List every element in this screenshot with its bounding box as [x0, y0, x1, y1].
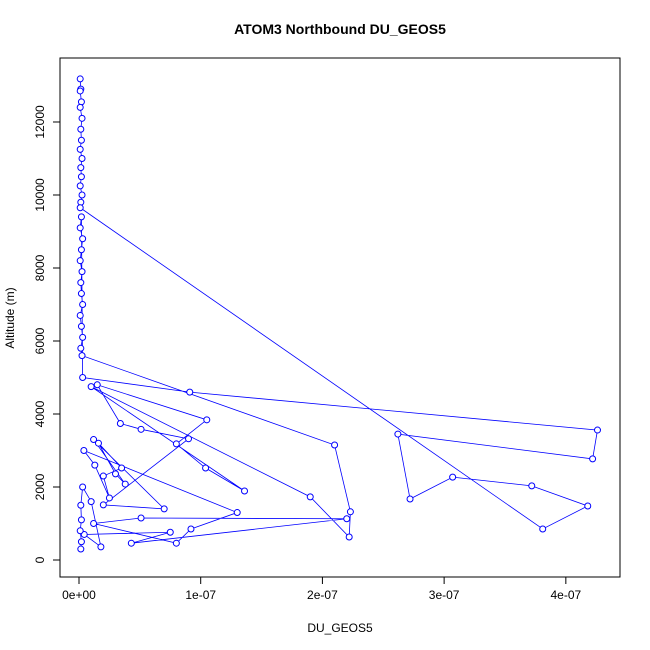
data-point	[77, 344, 85, 352]
data-point	[79, 373, 87, 381]
plot-box	[59, 57, 621, 578]
data-line	[79, 78, 598, 550]
data-point	[79, 300, 87, 308]
data-point	[172, 440, 180, 448]
data-point	[77, 213, 85, 221]
data-point	[77, 516, 85, 524]
data-point	[137, 514, 145, 522]
data-point	[127, 539, 135, 547]
data-point	[91, 461, 99, 469]
data-point	[172, 539, 180, 547]
y-tick-label: 10000	[33, 178, 47, 212]
data-point	[78, 352, 86, 360]
data-point	[77, 136, 85, 144]
data-point	[77, 125, 85, 133]
data-point	[76, 145, 84, 153]
data-point	[94, 439, 102, 447]
data-point	[77, 173, 85, 181]
data-point	[97, 543, 105, 551]
data-point	[105, 494, 113, 502]
data-point	[76, 224, 84, 232]
data-point	[112, 470, 120, 478]
data-point	[233, 509, 241, 517]
data-point	[76, 103, 84, 111]
x-axis-label: DU_GEOS5	[307, 621, 373, 635]
data-point	[116, 419, 124, 427]
data-point	[77, 501, 85, 509]
data-point	[76, 257, 84, 265]
data-point	[77, 279, 85, 287]
data-point	[78, 114, 86, 122]
y-tick-label: 12000	[33, 105, 47, 139]
data-point	[185, 435, 193, 443]
data-point	[118, 464, 126, 472]
data-point	[241, 487, 249, 495]
data-point	[76, 182, 84, 190]
data-point	[202, 464, 210, 472]
data-point	[76, 311, 84, 319]
data-point	[331, 441, 339, 449]
data-point	[187, 525, 195, 533]
data-point	[343, 515, 351, 523]
data-point	[77, 246, 85, 254]
y-axis-label: Altitude (m)	[3, 287, 17, 348]
data-point	[77, 322, 85, 330]
x-tick-label: 0e+00	[62, 588, 96, 602]
data-point	[79, 235, 87, 243]
data-point	[77, 164, 85, 172]
data-point	[79, 483, 87, 491]
data-point	[306, 493, 314, 501]
y-tick-label: 8000	[33, 254, 47, 281]
chart-title: ATOM3 Northbound DU_GEOS5	[234, 21, 446, 37]
data-point	[90, 436, 98, 444]
data-point	[93, 381, 101, 389]
x-tick-label: 2e-07	[307, 588, 338, 602]
y-tick-label: 0	[33, 556, 47, 563]
data-point	[593, 426, 601, 434]
data-point	[99, 501, 107, 509]
data-point	[76, 75, 84, 83]
data-point	[99, 472, 107, 480]
data-point	[87, 383, 95, 391]
data-point	[87, 498, 95, 506]
data-point	[528, 482, 536, 490]
y-tick-label: 4000	[33, 400, 47, 427]
data-point	[539, 525, 547, 533]
data-point	[90, 519, 98, 527]
data-point	[589, 455, 597, 463]
data-point	[78, 154, 86, 162]
y-tick-label: 6000	[33, 327, 47, 354]
data-point	[203, 416, 211, 424]
data-point	[186, 388, 194, 396]
data-point	[79, 333, 87, 341]
data-point	[77, 290, 85, 298]
data-point	[76, 87, 84, 95]
data-point	[394, 430, 402, 438]
data-point	[78, 268, 86, 276]
data-point	[78, 191, 86, 199]
x-tick-label: 1e-07	[185, 588, 216, 602]
data-point	[449, 473, 457, 481]
y-tick-label: 2000	[33, 473, 47, 500]
data-point	[80, 446, 88, 454]
x-tick-label: 3e-07	[429, 588, 460, 602]
x-tick-label: 4e-07	[550, 588, 581, 602]
data-point	[346, 508, 354, 516]
data-point	[77, 538, 85, 546]
data-point	[76, 204, 84, 212]
data-point	[345, 533, 353, 541]
data-point	[137, 425, 145, 433]
data-point	[160, 505, 168, 513]
data-point	[76, 527, 84, 535]
data-point	[77, 545, 85, 553]
data-point	[406, 495, 414, 503]
data-point	[584, 502, 592, 510]
data-point	[121, 480, 129, 488]
data-point	[166, 528, 174, 536]
